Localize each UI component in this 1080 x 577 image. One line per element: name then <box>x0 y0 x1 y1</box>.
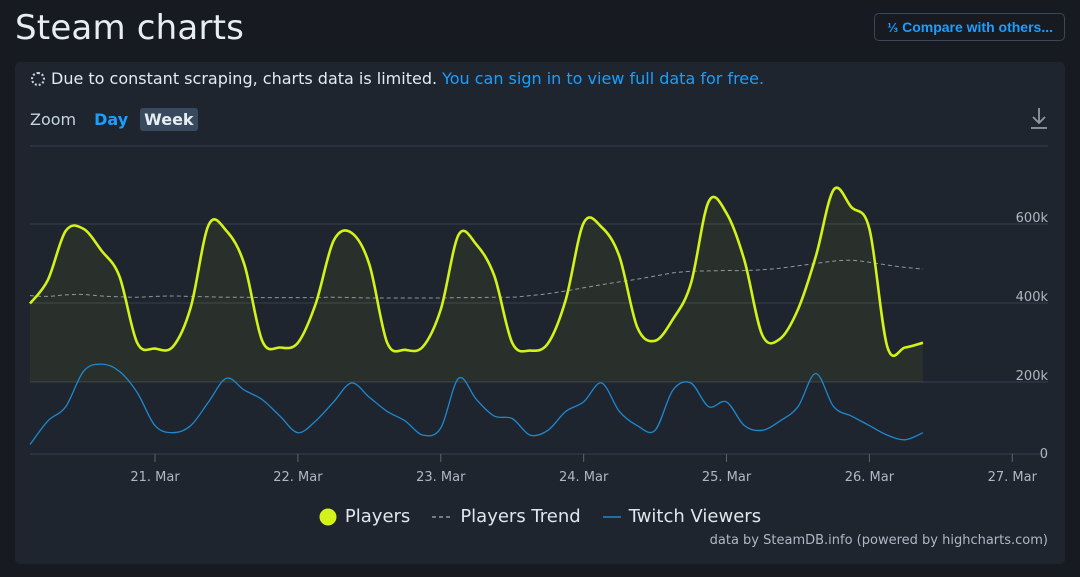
legend-trend-label: Players Trend <box>460 506 581 527</box>
x-tick-label: 22. Mar <box>273 470 323 485</box>
zoom-week-button[interactable]: Week <box>140 108 198 131</box>
twitch-legend-line-icon <box>602 515 621 518</box>
players-legend-dot-icon <box>319 508 337 525</box>
x-tick-label: 27. Mar <box>988 470 1038 485</box>
dashed-circle-icon <box>31 71 45 86</box>
players-trend-line <box>29 259 924 299</box>
players-line <box>28 186 924 358</box>
players-chart: 600k 400k 200k 0 21. Mar 22. Mar 23. Mar 24. Ma… <box>28 145 1049 485</box>
x-tick-label: 21. Mar <box>130 470 180 485</box>
zoom-controls: Zoom Day Week <box>30 108 198 131</box>
legend-players[interactable]: Players <box>319 506 410 527</box>
zoom-label: Zoom <box>30 110 77 129</box>
twitch-viewers-line <box>29 363 924 445</box>
y-tick-label: 600k <box>1016 211 1049 226</box>
download-icon[interactable] <box>1029 106 1049 135</box>
compare-button-label: Compare with others... <box>902 19 1053 35</box>
x-tick-label: 26. Mar <box>845 470 895 485</box>
legend-twitch-viewers[interactable]: Twitch Viewers <box>602 506 762 527</box>
zoom-day-button[interactable]: Day <box>94 110 129 129</box>
fraction-icon: ⅓ <box>887 19 899 35</box>
chart-panel: Due to constant scraping, charts data is… <box>15 62 1065 564</box>
y-tick-label: 0 <box>1040 447 1048 462</box>
data-limit-notice: Due to constant scraping, charts data is… <box>31 69 764 88</box>
legend-twitch-label: Twitch Viewers <box>628 506 762 527</box>
chart-credits: data by SteamDB.info (powered by highcha… <box>709 533 1048 548</box>
page-title: Steam charts <box>15 8 245 48</box>
trend-legend-line-icon <box>432 515 453 518</box>
chart-legend: Players Players Trend Twitch Viewers <box>15 506 1065 527</box>
sign-in-link[interactable]: You can sign in to view full data for fr… <box>442 69 765 88</box>
players-area <box>30 187 923 382</box>
y-tick-label: 400k <box>1016 290 1049 305</box>
y-tick-label: 200k <box>1016 369 1049 384</box>
x-tick-label: 24. Mar <box>559 470 609 485</box>
compare-button[interactable]: ⅓ Compare with others... <box>874 13 1065 41</box>
notice-text: Due to constant scraping, charts data is… <box>51 69 438 88</box>
x-tick-label: 23. Mar <box>416 470 466 485</box>
legend-players-label: Players <box>344 506 411 527</box>
legend-players-trend[interactable]: Players Trend <box>432 506 581 527</box>
x-tick-label: 25. Mar <box>702 470 752 485</box>
